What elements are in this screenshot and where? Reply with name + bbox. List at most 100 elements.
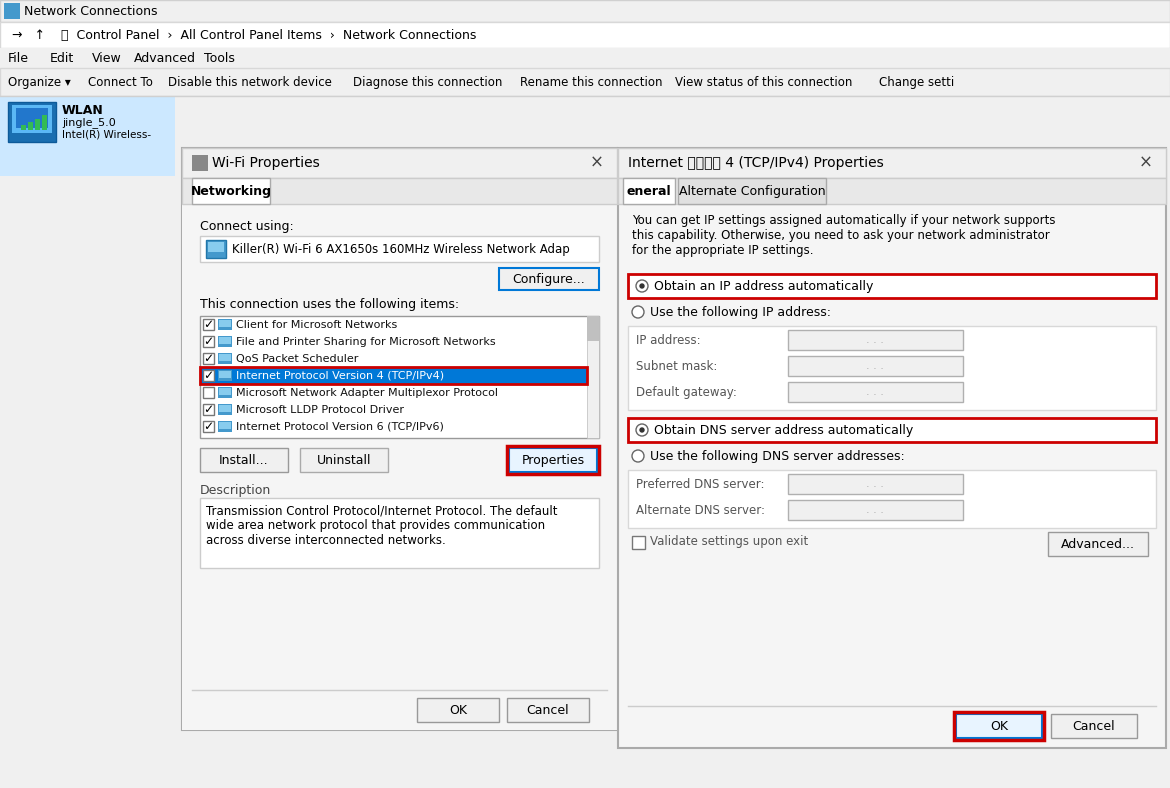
Bar [0,22,1170,48]
Text: Edit: Edit [50,51,74,65]
Text: Network Connections: Network Connections [25,5,158,17]
Text: Connect using:: Connect using: [200,220,294,233]
Bar [789,356,963,376]
Bar [0,96,1170,788]
Text: Cancel: Cancel [526,704,570,716]
Text: Disable this network device: Disable this network device [168,76,332,88]
Text: jingle_5.0: jingle_5.0 [62,117,116,128]
Bar [218,319,232,330]
Bar [218,370,232,381]
Bar [4,3,20,19]
Text: eneral: eneral [627,184,672,198]
Text: ×: × [590,154,604,172]
Bar [219,405,230,412]
Text: This connection uses the following items:: This connection uses the following items… [200,298,459,311]
Text: . . .: . . . [866,335,885,345]
Text: Configure...: Configure... [512,273,585,285]
Text: Wi-Fi Properties: Wi-Fi Properties [212,156,319,170]
Bar [622,178,675,204]
Text: Use the following DNS server addresses:: Use the following DNS server addresses: [651,449,904,463]
Bar [28,122,33,130]
Text: View: View [92,51,122,65]
Bar [200,236,599,262]
Bar [204,336,214,347]
Bar [789,500,963,520]
Text: ✓: ✓ [204,403,214,416]
Bar [183,148,617,178]
Text: OK: OK [990,719,1009,733]
Bar [200,448,288,472]
Bar [208,242,223,252]
Text: Organize ▾: Organize ▾ [8,76,70,88]
Bar [200,367,587,384]
Text: . . .: . . . [866,387,885,397]
Bar [628,326,1156,410]
Circle shape [636,424,648,436]
Bar [417,698,498,722]
Bar [618,178,1166,204]
Bar [219,388,230,395]
Bar [507,698,589,722]
Bar [204,319,214,330]
Bar [12,105,51,133]
Text: Obtain DNS server address automatically: Obtain DNS server address automatically [654,423,914,437]
Text: Advanced: Advanced [135,51,197,65]
Bar [42,115,47,130]
Bar [218,387,232,398]
Bar [219,320,230,327]
Text: Alternate DNS server:: Alternate DNS server: [636,504,765,516]
Bar [789,474,963,494]
Text: Client for Microsoft Networks: Client for Microsoft Networks [236,319,398,329]
Bar [219,422,230,429]
Circle shape [636,280,648,292]
Text: Preferred DNS server:: Preferred DNS server: [636,478,764,490]
Bar [200,498,599,568]
Text: Uninstall: Uninstall [317,454,371,466]
Text: Connect To: Connect To [88,76,153,88]
Text: OK: OK [449,704,467,716]
Text: Internet Protocol Version 4 (TCP/IPv4): Internet Protocol Version 4 (TCP/IPv4) [236,370,445,381]
Text: ✓: ✓ [204,335,214,348]
Text: ×: × [1140,154,1152,172]
Text: Internet Protocol Version 6 (TCP/IPv6): Internet Protocol Version 6 (TCP/IPv6) [236,422,443,432]
Bar [8,102,56,142]
Text: Intel(R) Wireless-: Intel(R) Wireless- [62,129,151,139]
Bar [219,337,230,344]
Text: Description: Description [200,484,271,497]
Bar [204,353,214,364]
Bar [204,404,214,415]
Text: QoS Packet Scheduler: QoS Packet Scheduler [236,354,358,363]
Bar [507,446,599,474]
Bar [204,387,214,398]
Text: View status of this connection: View status of this connection [675,76,852,88]
Bar [16,108,48,128]
Text: Properties: Properties [522,454,585,466]
Bar [192,155,208,171]
Text: Cancel: Cancel [1073,719,1115,733]
Text: Microsoft Network Adapter Multiplexor Protocol: Microsoft Network Adapter Multiplexor Pr… [236,388,498,397]
Text: . . .: . . . [866,505,885,515]
Bar [183,178,617,204]
Text: ✓: ✓ [204,318,214,331]
Bar [618,148,1166,178]
Bar [183,204,617,730]
Bar [0,48,1170,68]
Text: File: File [8,51,29,65]
Text: . . .: . . . [866,361,885,371]
Bar [219,371,230,378]
Text: Subnet mask:: Subnet mask: [636,359,717,373]
Bar [35,119,40,130]
Text: IP address:: IP address: [636,333,701,347]
Bar [628,274,1156,298]
Text: Use the following IP address:: Use the following IP address: [651,306,831,318]
Bar [0,0,1170,22]
Text: ✓: ✓ [204,352,214,365]
Bar [956,714,1042,738]
Text: File and Printer Sharing for Microsoft Networks: File and Printer Sharing for Microsoft N… [236,336,496,347]
Bar [618,148,1166,748]
Text: Alternate Configuration: Alternate Configuration [679,184,825,198]
Text: →   ↑    📁  Control Panel  ›  All Control Panel Items  ›  Network Connections: → ↑ 📁 Control Panel › All Control Panel … [8,28,476,42]
Bar [954,712,1044,740]
Bar [218,404,232,415]
Bar [628,418,1156,442]
